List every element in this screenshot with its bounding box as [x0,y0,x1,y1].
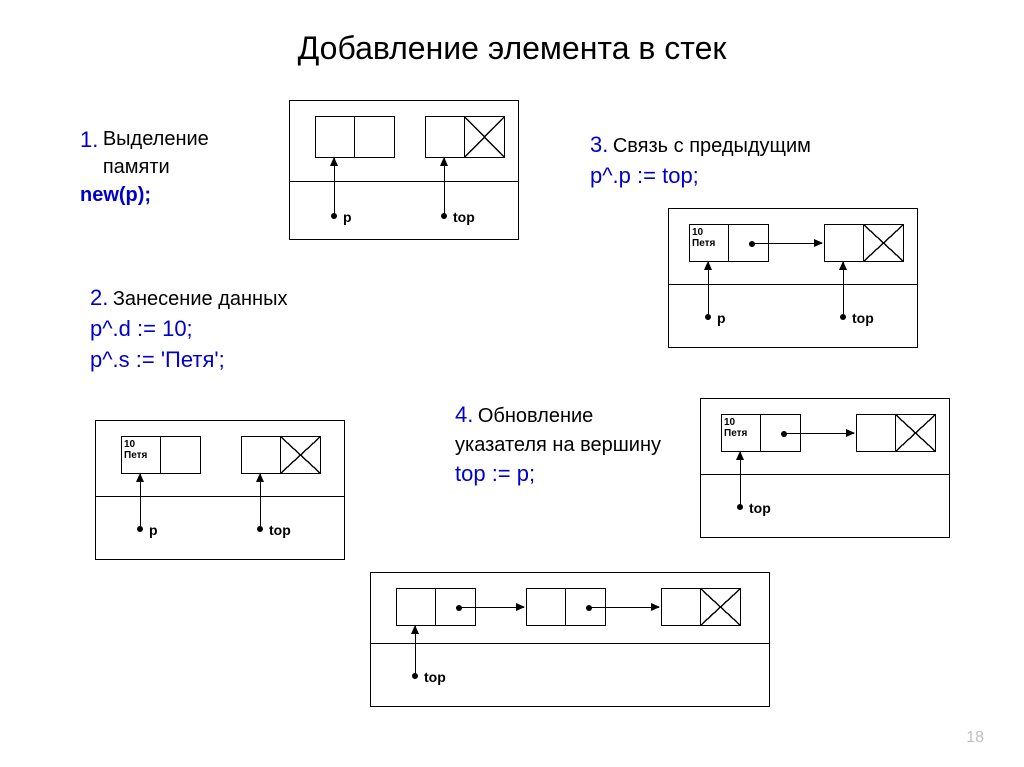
step3-text: 3. Связь с предыдущим p^.p := top; [590,130,811,192]
diagram-5: top [370,572,770,707]
step4-text: 4. Обновление указателя на вершину top :… [455,400,685,490]
slide-title: Добавление элемента в стек [0,0,1024,67]
step1-text: 1. Выделение памяти new(p); [80,125,233,209]
diagram-3: 10Петя p top [668,208,918,348]
step2-text: 2. Занесение данных p^.d := 10; p^.s := … [90,283,287,375]
diagram-2: 10Петя p top [95,420,345,560]
page-number: 18 [966,729,984,747]
diagram-1: p top [289,100,519,240]
diagram-4: 10Петя top [700,398,950,538]
